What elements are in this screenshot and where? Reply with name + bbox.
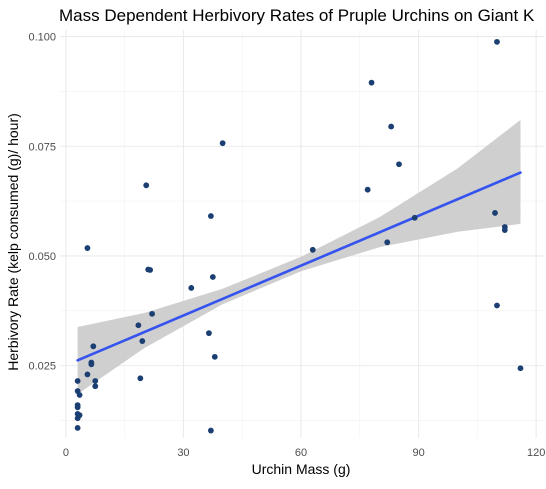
data-point [494,38,500,45]
x-axis-label: Urchin Mass (g) [252,461,351,477]
data-point [88,361,95,368]
data-point [364,186,371,193]
y-tick-label: 0.075 [28,141,56,153]
fit-line [76,171,522,362]
data-point [74,378,81,384]
data-point [219,140,226,147]
x-tick-label: 30 [177,447,189,459]
data-point [139,338,146,344]
x-tick-label: 90 [412,447,424,459]
data-point [188,285,195,291]
data-point [74,425,81,431]
data-point [74,415,81,422]
data-point [211,353,218,360]
data-point [143,182,150,189]
data-point [92,378,99,384]
data-point [207,427,214,434]
y-tick-label: 0.100 [28,32,56,44]
grid-minor [60,30,544,438]
y-tick-labels: 0.025 0.050 0.075 0.100 [28,32,56,373]
x-tick-labels: 0 30 60 90 120 [63,447,546,459]
chart-title: Mass Dependent Herbivory Rates of Pruple… [59,6,535,25]
data-point [396,161,402,168]
grid-major [60,30,544,438]
y-axis-label: Herbivory Rate (kelp consumed (g)/ hour) [5,113,21,371]
data-point [492,210,498,216]
data-point [149,310,155,317]
data-point [137,375,144,382]
data-point [84,245,91,251]
data-point [90,343,97,350]
data-point [501,227,508,233]
x-tick-label: 60 [295,447,307,459]
data-point [92,383,99,390]
y-tick-label: 0.050 [28,251,56,263]
fit-line-layer [76,171,522,362]
data-point [209,274,216,280]
data-point [206,330,212,337]
data-point [207,213,214,219]
data-point [147,267,154,273]
data-point [494,302,500,309]
data-point [135,322,142,329]
data-point [388,123,395,130]
y-tick-label: 0.025 [28,361,56,373]
x-tick-label: 120 [527,447,545,459]
data-point [384,239,391,246]
data-point [74,404,81,411]
data-point [76,392,83,398]
points-layer [74,38,524,434]
x-tick-label: 0 [63,447,69,459]
data-point [84,371,91,378]
data-point [517,365,524,372]
data-point [411,214,418,221]
data-point [368,79,375,86]
data-point [309,246,316,253]
